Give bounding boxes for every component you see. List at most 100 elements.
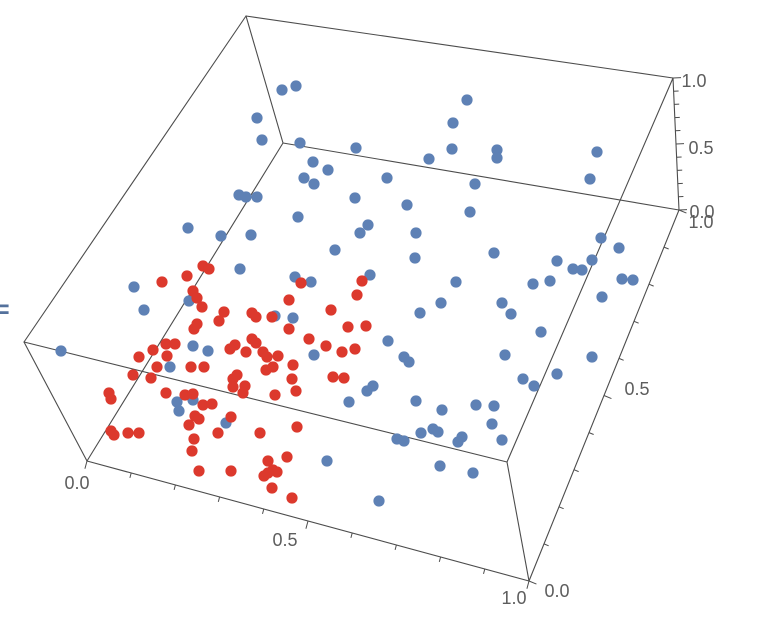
axis-y-label: 0.0 — [544, 581, 569, 601]
red-point — [181, 270, 193, 282]
blue-point — [382, 335, 394, 347]
blue-point — [409, 252, 421, 264]
axis-x-label: 0.5 — [272, 530, 297, 550]
blue-point — [410, 395, 422, 407]
blue-point — [128, 281, 140, 293]
red-point — [183, 419, 195, 431]
blue-point — [308, 349, 320, 361]
axis-x-tick — [526, 580, 530, 589]
blue-point — [292, 211, 304, 223]
blue-point — [215, 230, 227, 242]
blue-point — [287, 312, 299, 324]
red-point — [250, 311, 262, 323]
axis-y-tick — [558, 506, 564, 510]
red-point — [151, 361, 163, 373]
blue-point — [517, 373, 529, 385]
axis-x-tick — [483, 568, 486, 574]
red-point — [225, 411, 237, 423]
red-point — [231, 369, 243, 381]
red-point — [191, 292, 203, 304]
blue-point — [373, 495, 385, 507]
blue-point — [187, 340, 199, 352]
red-point — [191, 318, 203, 330]
red-point — [224, 343, 236, 355]
red-point — [272, 350, 284, 362]
blue-point — [381, 172, 393, 184]
blue-point — [364, 269, 376, 281]
blue-point — [452, 436, 464, 448]
red-point — [281, 451, 293, 463]
red-point — [133, 351, 145, 363]
blue-point — [401, 199, 413, 211]
blue-point — [435, 297, 447, 309]
blue-point — [613, 242, 625, 254]
red-point — [290, 385, 302, 397]
blue-point — [202, 345, 214, 357]
axis-x-label: 1.0 — [501, 588, 526, 608]
red-point — [133, 427, 145, 439]
blue-point — [245, 229, 257, 241]
red-point — [291, 421, 303, 433]
blue-point — [470, 399, 482, 411]
red-point — [266, 482, 278, 494]
blue-point — [251, 112, 263, 124]
axis-z-label: 1.0 — [681, 71, 706, 91]
axis-x-tick — [84, 460, 88, 469]
red-point — [266, 311, 278, 323]
blue-point — [586, 254, 598, 266]
red-point — [336, 346, 348, 358]
red-point — [218, 306, 230, 318]
red-point — [360, 320, 372, 332]
blue-point — [432, 426, 444, 438]
blue-point — [491, 144, 503, 156]
blue-point — [544, 275, 556, 287]
red-point — [320, 340, 332, 352]
axis-x-tick — [350, 532, 353, 538]
red-point — [262, 467, 274, 479]
red-point — [212, 427, 224, 439]
blue-point — [467, 467, 479, 479]
axis-y-tick — [663, 246, 669, 250]
blue-point — [305, 276, 317, 288]
blue-point — [469, 178, 481, 190]
axis-y-tick — [528, 580, 537, 585]
red-point — [156, 276, 168, 288]
blue-point — [410, 227, 422, 239]
blue-point — [234, 263, 246, 275]
red-point — [356, 275, 368, 287]
blue-point — [627, 274, 639, 286]
axis-x-tick — [305, 520, 309, 529]
blue-point — [576, 264, 588, 276]
blue-point — [349, 192, 361, 204]
blue-point — [171, 396, 183, 408]
red-point — [122, 427, 134, 439]
red-point — [206, 398, 218, 410]
blue-point — [567, 263, 579, 275]
red-point — [283, 323, 295, 335]
red-point — [260, 364, 272, 376]
red-point — [193, 465, 205, 477]
blue-point — [446, 143, 458, 155]
axis-x: 0.0 0.5 1.0 — [64, 460, 530, 608]
red-point — [261, 351, 273, 363]
blue-point — [505, 308, 517, 320]
blue-point — [527, 278, 539, 290]
red-point — [295, 277, 307, 289]
blue-point — [321, 455, 333, 467]
blue-point — [551, 255, 563, 267]
blue-point — [596, 291, 608, 303]
blue-point — [434, 460, 446, 472]
blue-point — [164, 361, 176, 373]
blue-point — [450, 276, 462, 288]
out-label-equals: = — [0, 296, 10, 324]
red-point — [161, 350, 173, 362]
red-point — [147, 344, 159, 356]
blue-point — [586, 351, 598, 363]
blue-point — [361, 385, 373, 397]
red-point — [160, 387, 172, 399]
red-point — [287, 359, 299, 371]
blue-point — [256, 134, 268, 146]
blue-point — [496, 434, 508, 446]
red-point — [196, 301, 208, 313]
